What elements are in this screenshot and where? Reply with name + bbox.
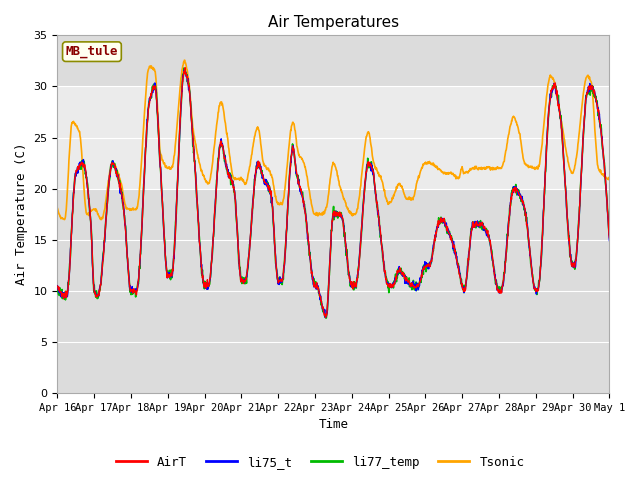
Tsonic [54, 205, 61, 211]
li75_t [180, 67, 188, 72]
li75_t [176, 118, 184, 123]
AirT [322, 314, 330, 320]
AirT [54, 283, 61, 289]
AirT [176, 120, 184, 125]
Line: li77_temp: li77_temp [58, 68, 609, 318]
AirT [420, 264, 428, 270]
li77_temp [54, 287, 61, 292]
li75_t [239, 276, 246, 282]
X-axis label: Time: Time [318, 419, 348, 432]
li75_t [54, 283, 61, 288]
Tsonic [239, 178, 246, 184]
li77_temp [492, 281, 500, 287]
li77_temp [541, 191, 548, 196]
Tsonic [541, 114, 548, 120]
Title: Air Temperatures: Air Temperatures [268, 15, 399, 30]
li77_temp [239, 274, 246, 280]
li77_temp [180, 65, 188, 71]
li75_t [541, 186, 548, 192]
Line: Tsonic: Tsonic [58, 60, 609, 219]
Bar [58, 86, 609, 189]
Line: li75_t: li75_t [58, 70, 609, 317]
li75_t [492, 277, 500, 283]
Tsonic [163, 165, 171, 171]
li77_temp [420, 262, 428, 268]
li77_temp [163, 268, 171, 274]
li75_t [605, 238, 613, 243]
Tsonic [177, 81, 184, 87]
Tsonic [605, 175, 613, 181]
Text: MB_tule: MB_tule [66, 45, 118, 59]
li75_t [420, 265, 428, 271]
li75_t [163, 270, 171, 276]
Legend: AirT, li75_t, li77_temp, Tsonic: AirT, li75_t, li77_temp, Tsonic [111, 451, 529, 474]
li77_temp [322, 315, 330, 321]
li75_t [321, 314, 329, 320]
Y-axis label: Air Temperature (C): Air Temperature (C) [15, 143, 28, 286]
AirT [163, 270, 171, 276]
AirT [541, 186, 548, 192]
li77_temp [605, 232, 613, 238]
Tsonic [180, 57, 188, 63]
Line: AirT: AirT [58, 68, 609, 317]
Tsonic [420, 162, 428, 168]
AirT [181, 65, 189, 71]
AirT [239, 278, 246, 284]
AirT [605, 235, 613, 240]
Tsonic [492, 167, 500, 172]
Tsonic [60, 216, 68, 222]
AirT [492, 278, 500, 284]
li77_temp [176, 124, 184, 130]
